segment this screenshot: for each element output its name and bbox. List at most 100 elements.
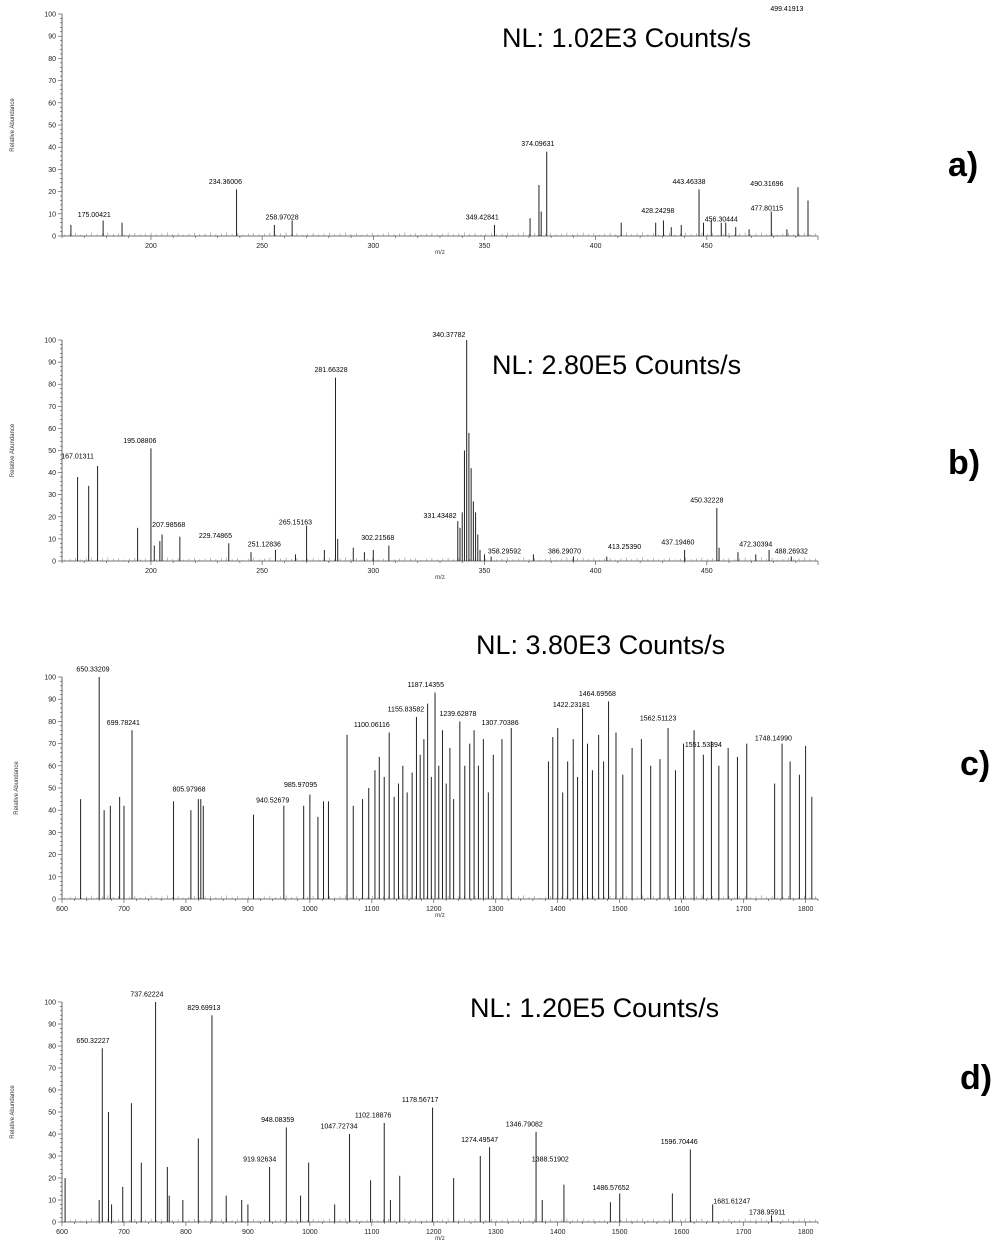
x-tick-label: 900 xyxy=(242,906,254,913)
peak-label: 1274.49547 xyxy=(461,1137,498,1144)
peak-label: 258.97028 xyxy=(266,214,299,221)
x-tick-label: 400 xyxy=(590,568,602,575)
spectrum-panel-b: 0 10 20 30 40 50 60 70 80 90 100 200 250 300 350 400 450… xyxy=(10,332,980,581)
peak-label: 413.25390 xyxy=(608,544,641,551)
y-tick-label: 70 xyxy=(48,741,56,748)
nl-annotation: NL: 1.20E5 Counts/s xyxy=(470,993,719,1023)
peak-label: 167.01311 xyxy=(61,453,94,460)
panel-letter-b: b) xyxy=(948,444,980,482)
peak-label: 1047.72734 xyxy=(321,1124,358,1131)
peak-label: 450.32228 xyxy=(690,498,723,505)
x-tick-label: 450 xyxy=(701,243,713,250)
peak-label: 1596.70446 xyxy=(661,1139,698,1146)
x-tick-label: 1000 xyxy=(302,1229,318,1236)
peak-label: 1738.95911 xyxy=(749,1209,786,1216)
y-axis-title: Relative Abundance xyxy=(14,761,20,815)
x-tick-label: 1100 xyxy=(364,1229,379,1236)
peak-label: 1748.14990 xyxy=(755,735,792,742)
y-tick-label: 40 xyxy=(48,1132,56,1139)
x-tick-label: 700 xyxy=(118,1229,130,1236)
y-tick-label: 30 xyxy=(48,1154,56,1161)
x-axis-title: m/z xyxy=(435,575,445,581)
y-tick-label: 60 xyxy=(48,100,56,107)
peak-label: 829.69913 xyxy=(187,1005,220,1012)
peak-label: 1388.51902 xyxy=(532,1157,569,1164)
y-tick-label: 0 xyxy=(52,1220,56,1227)
x-axis-title: m/z xyxy=(435,250,445,256)
x-tick-label: 1000 xyxy=(302,906,318,913)
y-tick-label: 70 xyxy=(48,404,56,411)
y-tick-label: 90 xyxy=(48,34,56,41)
peak-label: 251.12836 xyxy=(248,542,281,549)
x-tick-label: 1600 xyxy=(674,1229,690,1236)
x-tick-label: 300 xyxy=(367,243,379,250)
spectrum-panel-c: 0 10 20 30 40 50 60 70 80 90 100 600 700 800 900 1000 11… xyxy=(14,630,990,919)
peak-label: 1155.83582 xyxy=(388,707,425,714)
nl-annotation: NL: 1.02E3 Counts/s xyxy=(502,23,751,53)
y-tick-label: 0 xyxy=(52,897,56,904)
y-tick-label: 90 xyxy=(48,697,56,704)
peak-label: 650.33209 xyxy=(76,667,109,674)
nl-annotation: NL: 2.80E5 Counts/s xyxy=(492,350,741,380)
y-tick-label: 60 xyxy=(48,426,56,433)
y-tick-label: 0 xyxy=(52,234,56,241)
peak-label: 195.08806 xyxy=(123,438,156,445)
x-tick-label: 300 xyxy=(367,568,379,575)
x-axis-title: m/z xyxy=(435,1236,445,1242)
y-tick-label: 30 xyxy=(48,167,56,174)
x-tick-label: 1100 xyxy=(364,906,379,913)
peak-label: 358.29592 xyxy=(488,548,521,555)
x-axis-title: m/z xyxy=(435,913,445,919)
y-tick-label: 80 xyxy=(48,382,56,389)
x-tick-label: 1200 xyxy=(426,906,442,913)
y-tick-label: 40 xyxy=(48,808,56,815)
x-tick-label: 1200 xyxy=(426,1229,442,1236)
y-tick-label: 10 xyxy=(48,1198,56,1205)
spectrum-panel-a: 0 10 20 30 40 50 60 70 80 90 100 200 250 300 350 400 450… xyxy=(10,6,978,256)
peak-label: 737.62224 xyxy=(130,992,163,999)
peak-label: 437.19460 xyxy=(661,540,694,547)
x-tick-label: 400 xyxy=(590,243,602,250)
panel-letter-d: d) xyxy=(960,1059,992,1097)
y-tick-label: 20 xyxy=(48,514,56,521)
nl-annotation: NL: 3.80E3 Counts/s xyxy=(476,630,725,660)
y-tick-label: 90 xyxy=(48,360,56,367)
peak-label: 281.66328 xyxy=(315,367,348,374)
y-tick-label: 30 xyxy=(48,830,56,837)
peak-label: 1486.57652 xyxy=(593,1185,630,1192)
y-tick-label: 80 xyxy=(48,56,56,63)
y-axis-title: Relative Abundance xyxy=(10,1085,16,1139)
peak-label: 1100.06116 xyxy=(354,722,390,729)
y-tick-label: 70 xyxy=(48,1066,56,1073)
y-tick-label: 10 xyxy=(48,874,56,881)
peak-label: 1239.62878 xyxy=(439,711,476,718)
x-tick-label: 800 xyxy=(180,906,192,913)
peak-label: 386.29070 xyxy=(548,548,581,555)
peak-label: 1178.56717 xyxy=(402,1097,439,1104)
peak-label: 175.00421 xyxy=(78,212,111,219)
y-tick-label: 50 xyxy=(48,1110,56,1117)
peak-label: 490.31696 xyxy=(750,181,783,188)
peak-label: 1422.23181 xyxy=(553,702,590,709)
x-tick-label: 1700 xyxy=(736,1229,752,1236)
y-tick-label: 100 xyxy=(44,338,56,345)
peak-label: 302.21568 xyxy=(361,535,394,542)
y-tick-label: 90 xyxy=(48,1022,56,1029)
y-tick-label: 80 xyxy=(48,719,56,726)
y-tick-label: 100 xyxy=(44,12,56,19)
peak-label: 1551.53394 xyxy=(685,742,722,749)
x-tick-label: 1500 xyxy=(612,906,628,913)
peak-label: 265.15163 xyxy=(279,520,312,527)
y-tick-label: 100 xyxy=(44,1000,56,1007)
peak-label: 443.46338 xyxy=(672,179,705,186)
y-tick-label: 10 xyxy=(48,536,56,543)
peak-label: 428.24298 xyxy=(641,208,674,215)
peak-label: 499.41913 xyxy=(770,6,803,13)
y-tick-label: 60 xyxy=(48,763,56,770)
y-tick-label: 20 xyxy=(48,189,56,196)
peak-label: 331.43482 xyxy=(423,513,456,520)
x-tick-label: 250 xyxy=(256,568,268,575)
y-axis-title: Relative Abundance xyxy=(10,98,16,152)
x-tick-label: 1400 xyxy=(550,1229,566,1236)
